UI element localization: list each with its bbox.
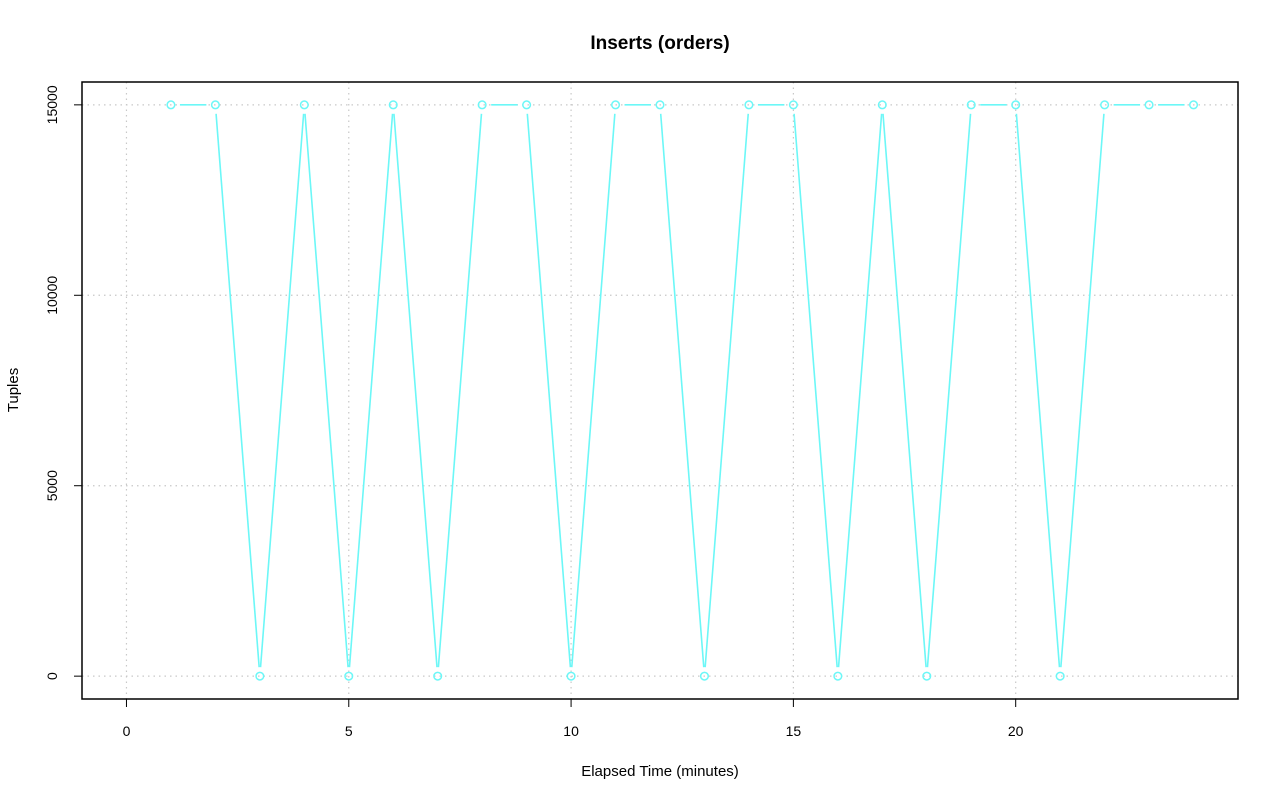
data-point — [388, 100, 398, 110]
series-line-segment — [304, 113, 349, 668]
y-axis: 0 5000 10000 15000 — [44, 85, 82, 680]
data-point — [1188, 100, 1199, 110]
series-line-segment — [437, 113, 483, 668]
data-point — [166, 100, 176, 110]
x-tick-label: 5 — [345, 723, 353, 739]
y-tick-label: 0 — [44, 672, 60, 680]
data-point — [1011, 100, 1021, 110]
series-line-segment — [882, 113, 927, 668]
series-line-segment — [659, 113, 705, 668]
y-axis-label: Tuples — [5, 368, 22, 412]
data-point — [210, 100, 220, 110]
series-line-segment — [570, 113, 616, 668]
x-axis-label: Elapsed Time (minutes) — [581, 763, 739, 780]
data-point — [788, 100, 798, 110]
y-tick-label: 15000 — [44, 85, 60, 124]
series-line-segment — [259, 113, 305, 668]
series-line-segment — [793, 113, 838, 668]
data-point — [299, 100, 309, 110]
x-tick-label: 0 — [123, 723, 131, 739]
data-point — [1055, 671, 1065, 681]
data-point — [566, 671, 576, 681]
series-line-segment — [215, 113, 260, 668]
data-point — [1100, 100, 1110, 110]
data-point — [344, 671, 354, 681]
x-axis: 0 5 10 15 20 — [123, 699, 1024, 739]
series-line-segment — [348, 113, 394, 668]
y-tick-label: 5000 — [44, 470, 60, 501]
series-line-segment — [837, 113, 883, 668]
x-tick-label: 20 — [1008, 723, 1024, 739]
series-line-segment — [393, 113, 438, 668]
data-point — [255, 671, 265, 681]
data-point — [833, 671, 843, 681]
data-point — [877, 100, 887, 110]
series-layer — [166, 100, 1199, 681]
data-point — [433, 671, 443, 681]
data-point — [477, 100, 487, 110]
y-tick-label: 10000 — [44, 276, 60, 315]
data-point — [655, 100, 665, 110]
chart-title: Inserts (orders) — [590, 33, 729, 54]
x-tick-label: 15 — [786, 723, 802, 739]
data-point — [1144, 100, 1154, 110]
series-line-segment — [1060, 113, 1105, 668]
series-line-segment — [704, 113, 750, 668]
grid — [82, 82, 1238, 699]
series-line-segment — [526, 113, 572, 668]
data-point — [966, 100, 976, 110]
series-line-segment — [1015, 113, 1061, 668]
data-point — [744, 100, 754, 110]
data-point — [699, 671, 710, 681]
data-point — [610, 100, 621, 110]
data-point — [922, 671, 932, 681]
data-point — [522, 100, 532, 110]
series-line-segment — [926, 113, 972, 668]
x-tick-label: 10 — [563, 723, 579, 739]
plot-frame — [81, 81, 1239, 700]
